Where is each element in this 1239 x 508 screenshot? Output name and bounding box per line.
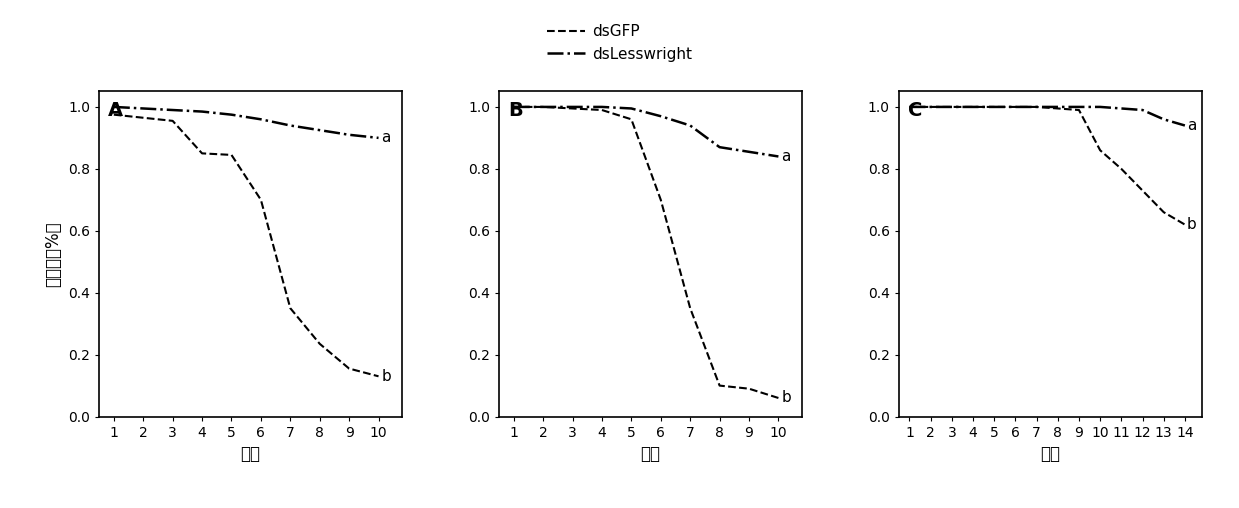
X-axis label: 天数: 天数 xyxy=(641,445,660,463)
Y-axis label: 存活率（%）: 存活率（%） xyxy=(45,221,62,287)
Text: B: B xyxy=(508,101,523,120)
Text: b: b xyxy=(382,369,392,384)
Text: a: a xyxy=(382,131,390,145)
X-axis label: 天数: 天数 xyxy=(240,445,260,463)
Text: b: b xyxy=(782,391,792,405)
Text: C: C xyxy=(908,101,922,120)
Text: A: A xyxy=(108,101,124,120)
Text: a: a xyxy=(782,149,790,164)
Text: b: b xyxy=(1187,217,1197,232)
X-axis label: 天数: 天数 xyxy=(1041,445,1061,463)
Text: a: a xyxy=(1187,118,1197,133)
Legend: dsGFP, dsLesswright: dsGFP, dsLesswright xyxy=(540,18,699,68)
